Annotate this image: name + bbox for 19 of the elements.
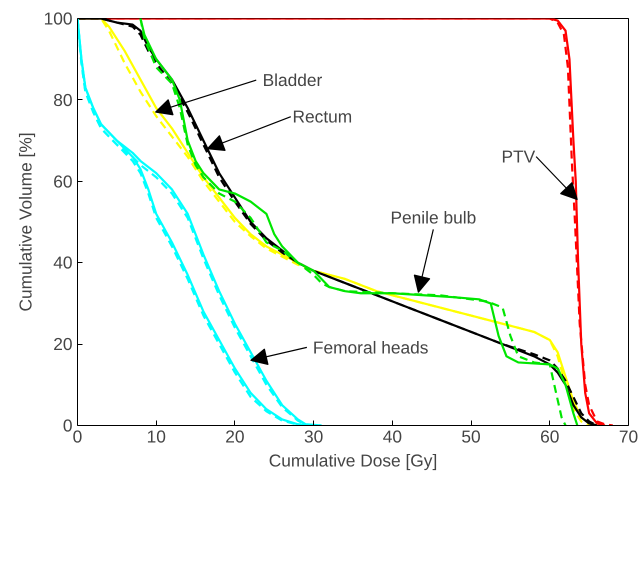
y-tick-label: 100	[44, 8, 73, 28]
annotation: Penile bulb	[390, 207, 476, 228]
y-tick-label: 60	[53, 171, 73, 192]
y-tick-label: 80	[53, 90, 73, 110]
x-tick-label: 60	[540, 426, 560, 446]
x-tick-label: 10	[146, 426, 166, 446]
y-tick-label: 20	[53, 334, 73, 354]
x-tick-label: 20	[225, 426, 245, 446]
annotation: Femoral heads	[312, 337, 429, 358]
x-axis-title: Cumulative Dose [Gy]	[268, 450, 438, 470]
x-tick-label: 40	[382, 426, 402, 446]
x-tick-label: 50	[461, 426, 481, 446]
y-tick-label: 40	[53, 252, 73, 273]
y-axis-title: Cumulative Volume [%]	[16, 132, 36, 312]
annotation: PTV	[501, 146, 536, 167]
annotation: Bladder	[262, 70, 323, 90]
x-tick-label: 30	[304, 426, 324, 446]
annotation: Rectum	[292, 106, 352, 127]
x-tick-label: 70	[618, 426, 638, 446]
